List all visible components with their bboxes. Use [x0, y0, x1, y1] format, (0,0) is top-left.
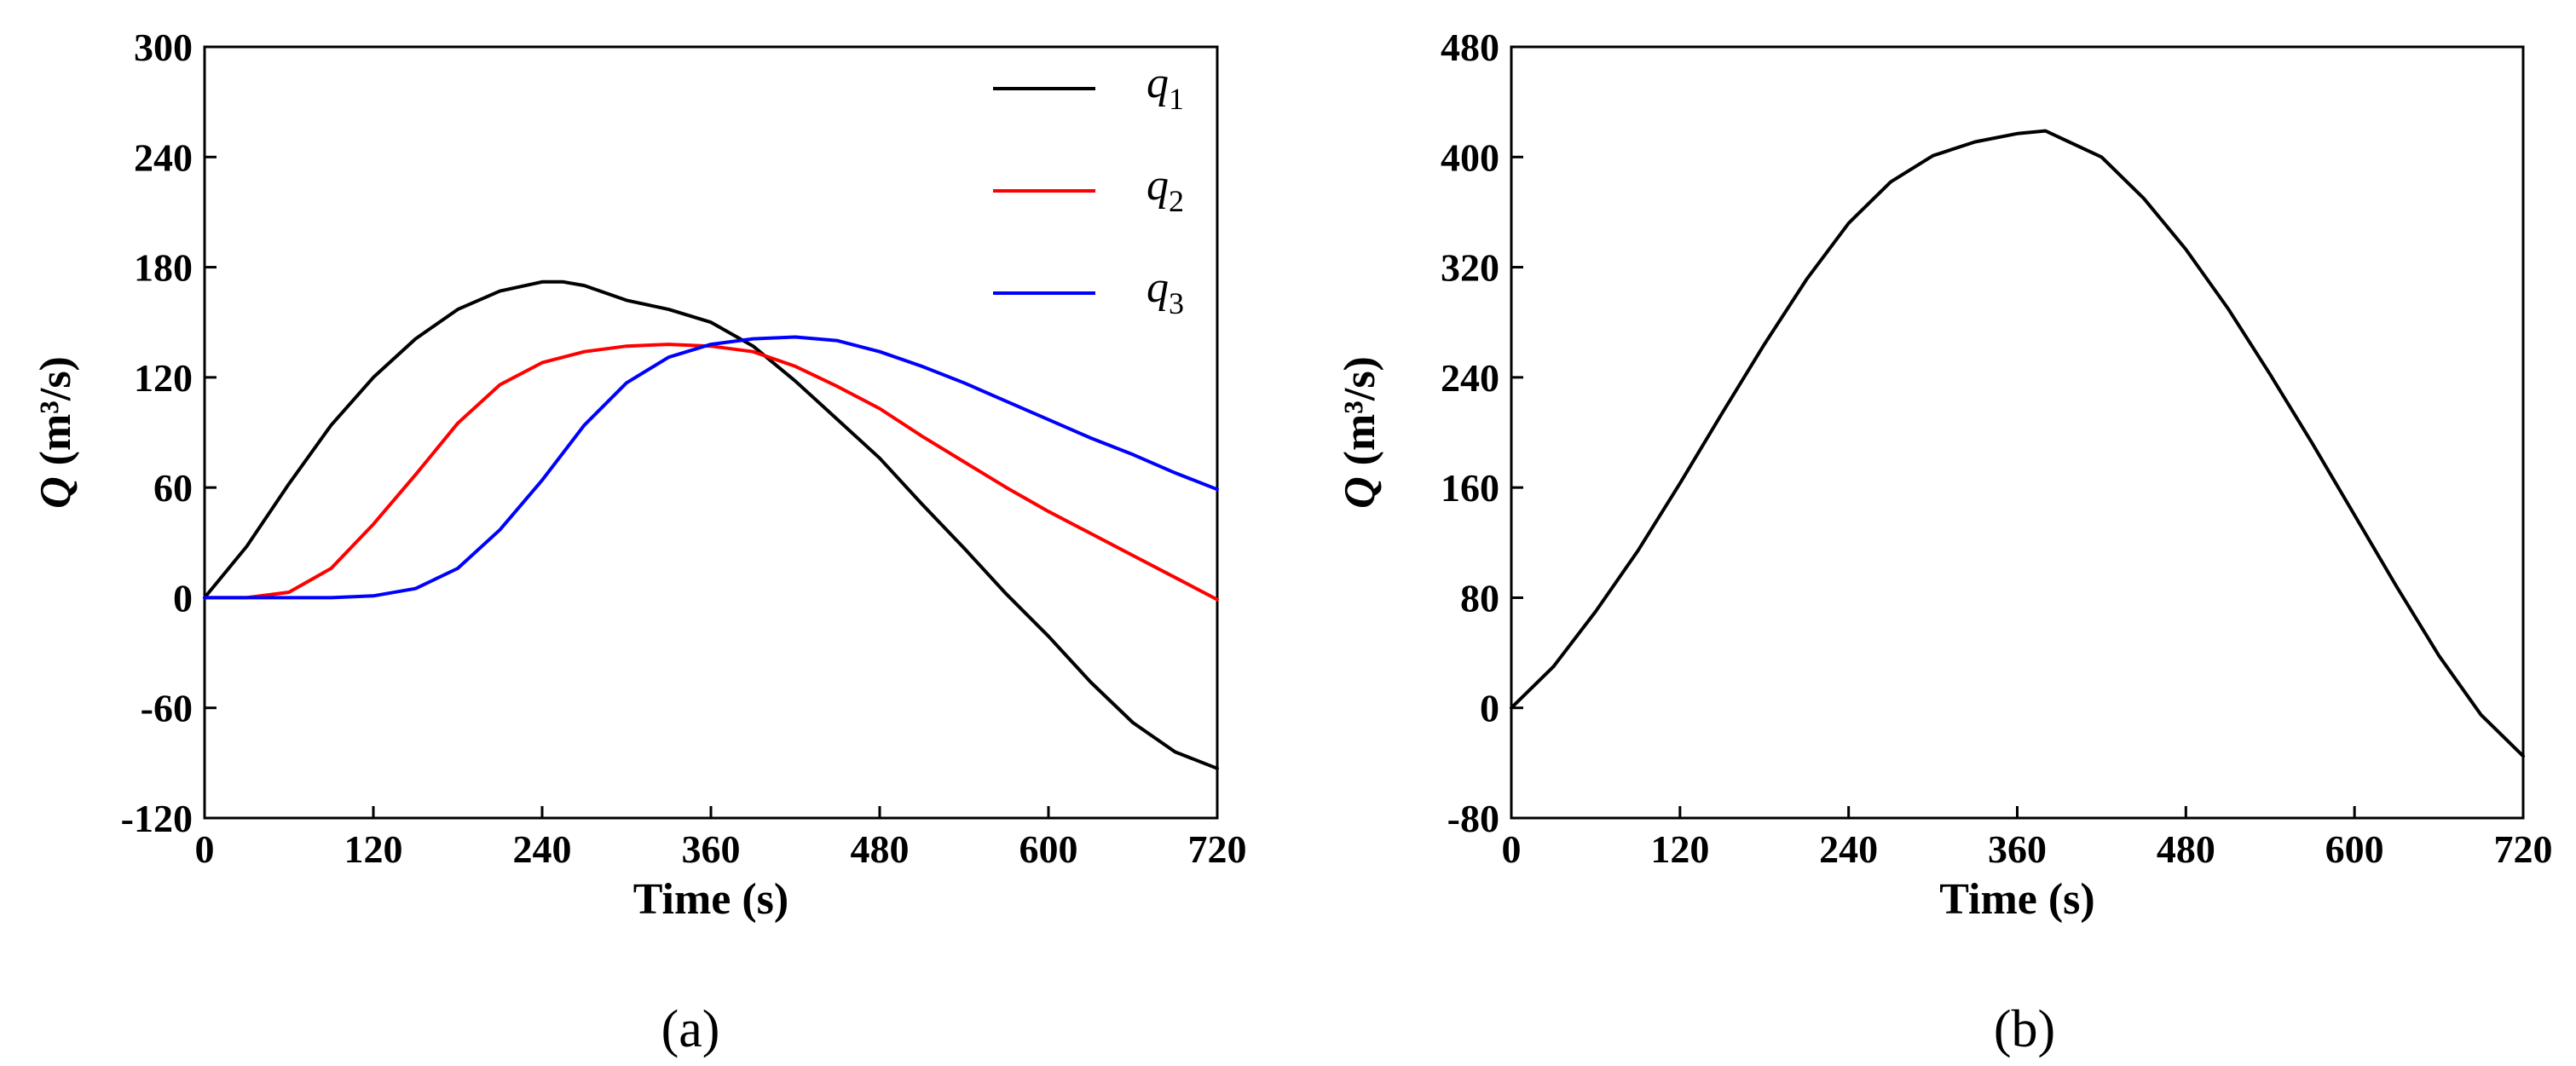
- chart-panel-a: 0 120 240 360 480 600 720 -120 -60 0 60 120 180 240 30…: [32, 26, 1247, 1058]
- chart-panel-b: 0 120 240 360 480 600 720-80080160240320400480…: [1336, 26, 2553, 1058]
- x-tick-label: 600: [2325, 827, 2384, 871]
- y-axis-title: Q (m³/s): [1336, 356, 1384, 509]
- y-axis-title: Q (m³/s): [32, 356, 80, 509]
- x-axis-title: Time (s): [1939, 875, 2094, 924]
- y-tick-label: 180: [134, 246, 193, 290]
- plot-frame: [1510, 45, 2525, 820]
- x-tick-label: 720: [2494, 827, 2553, 871]
- series-line-q3: [203, 335, 1219, 600]
- x-tick-label: 360: [682, 827, 741, 871]
- plot-frame: [203, 45, 1219, 820]
- y-tick-label: 80: [1460, 576, 1499, 619]
- series-line-q1: [203, 279, 1219, 770]
- legend-label-subscript: 3: [1169, 286, 1184, 320]
- panel-caption: (a): [661, 1000, 720, 1058]
- y-tick-label: 400: [1441, 135, 1499, 179]
- y-tick-label: -80: [1447, 797, 1499, 840]
- legend-label-base: q: [1146, 263, 1169, 312]
- y-tick-label: -120: [121, 797, 193, 840]
- y-axis-symbol: Q: [32, 465, 80, 509]
- x-tick-label: 480: [2157, 827, 2215, 871]
- y-axis-symbol: Q: [1336, 465, 1384, 509]
- x-tick-label: 360: [1988, 827, 2047, 871]
- x-tick-label: 240: [1819, 827, 1878, 871]
- y-axis-unit: (m³/s): [1336, 356, 1384, 465]
- x-tick-label: 0: [1502, 827, 1522, 871]
- y-tick-label: 60: [153, 466, 193, 510]
- legend-label-base: q: [1146, 161, 1169, 210]
- x-tick-label: 720: [1188, 827, 1247, 871]
- y-axis-unit: (m³/s): [32, 356, 80, 465]
- y-tick-label: 0: [1480, 687, 1499, 730]
- legend-label-subscript: 1: [1169, 82, 1184, 116]
- x-tick-label: 240: [513, 827, 572, 871]
- x-tick-label: 120: [1650, 827, 1709, 871]
- y-tick-label: 480: [1441, 26, 1499, 69]
- panel-caption: (b): [1994, 1000, 2055, 1058]
- y-tick-label: 320: [1441, 246, 1499, 290]
- x-tick-label: 600: [1019, 827, 1078, 871]
- y-tick-label: 300: [134, 26, 193, 69]
- legend-label-q1: q1: [1146, 59, 1184, 116]
- legend-label-q2: q2: [1146, 161, 1184, 218]
- x-axis-title: Time (s): [633, 875, 788, 924]
- legend-label-base: q: [1146, 59, 1169, 107]
- series-line-q2: [203, 343, 1219, 602]
- y-tick-label: 240: [1441, 356, 1499, 400]
- series-line-series-1: [1510, 129, 2525, 758]
- x-tick-label: 480: [851, 827, 910, 871]
- x-tick-label: 120: [344, 827, 403, 871]
- legend-label-q3: q3: [1146, 263, 1184, 320]
- legend-label-subscript: 2: [1169, 184, 1184, 218]
- x-tick-label: 0: [195, 827, 215, 871]
- y-tick-label: -60: [141, 687, 193, 730]
- y-tick-label: 0: [173, 576, 193, 619]
- y-tick-label: 160: [1441, 466, 1499, 510]
- y-tick-label: 120: [134, 356, 193, 400]
- y-tick-label: 240: [134, 135, 193, 179]
